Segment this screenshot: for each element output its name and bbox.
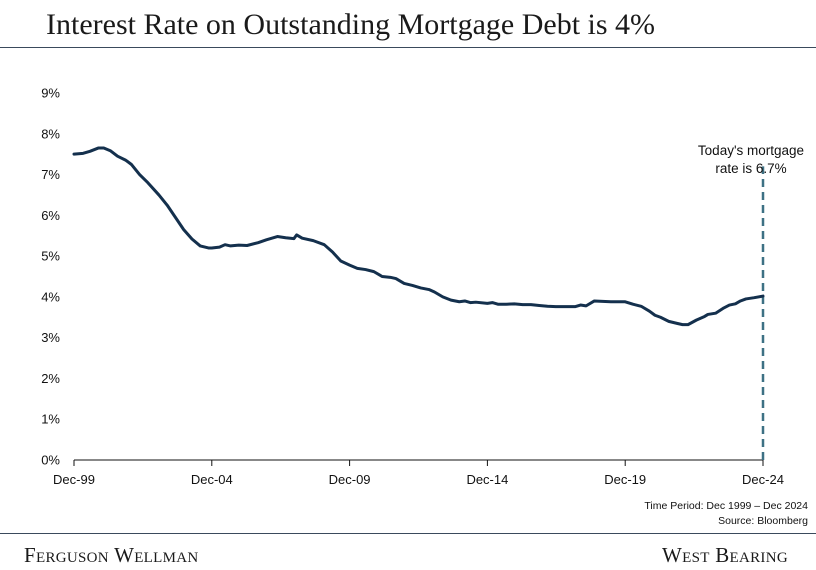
y-axis: 0% 1% 2% 3% 4% 5% 6% 7% 8% 9%	[41, 86, 60, 468]
title-divider	[0, 47, 816, 48]
x-tick-label: Dec-09	[329, 472, 371, 487]
brand-right: West Bearing	[661, 543, 788, 567]
y-tick-label: 5%	[41, 249, 60, 264]
y-tick-label: 3%	[41, 330, 60, 345]
time-period-note: Time Period: Dec 1999 – Dec 2024	[644, 500, 808, 512]
y-tick-label: 2%	[41, 371, 60, 386]
annotation-line-1: Today's mortgage	[698, 143, 804, 158]
line-chart: 0%1%2%3%4%5%6%7%8%9% Dec-99 Dec-04 Dec-09 D…	[41, 86, 804, 488]
y-tick-label: 7%	[41, 167, 60, 182]
footer-divider	[0, 533, 816, 534]
source-note: Source: Bloomberg	[718, 515, 808, 527]
y-tick-label: 9%	[41, 86, 60, 101]
y-tick-label: 4%	[41, 289, 60, 304]
brand-left: Ferguson Wellman	[24, 543, 199, 567]
y-tick-label: 6%	[41, 208, 60, 223]
mortgage-rate-line	[72, 146, 765, 327]
x-tick-label: Dec-04	[191, 472, 233, 487]
x-tick-label: Dec-19	[604, 472, 646, 487]
annotation-line-2: rate is 6.7%	[715, 161, 786, 176]
y-tick-label: 8%	[41, 126, 60, 141]
x-axis: Dec-99 Dec-04 Dec-09 Dec-14 Dec-19 Dec-24	[53, 460, 784, 487]
y-tick-label: 0%	[41, 453, 60, 468]
y-tick-label: 1%	[41, 412, 60, 427]
x-tick-label: Dec-99	[53, 472, 95, 487]
x-tick-label: Dec-14	[466, 472, 508, 487]
x-tick-label: Dec-24	[742, 472, 784, 487]
chart-title: Interest Rate on Outstanding Mortgage De…	[46, 8, 656, 41]
